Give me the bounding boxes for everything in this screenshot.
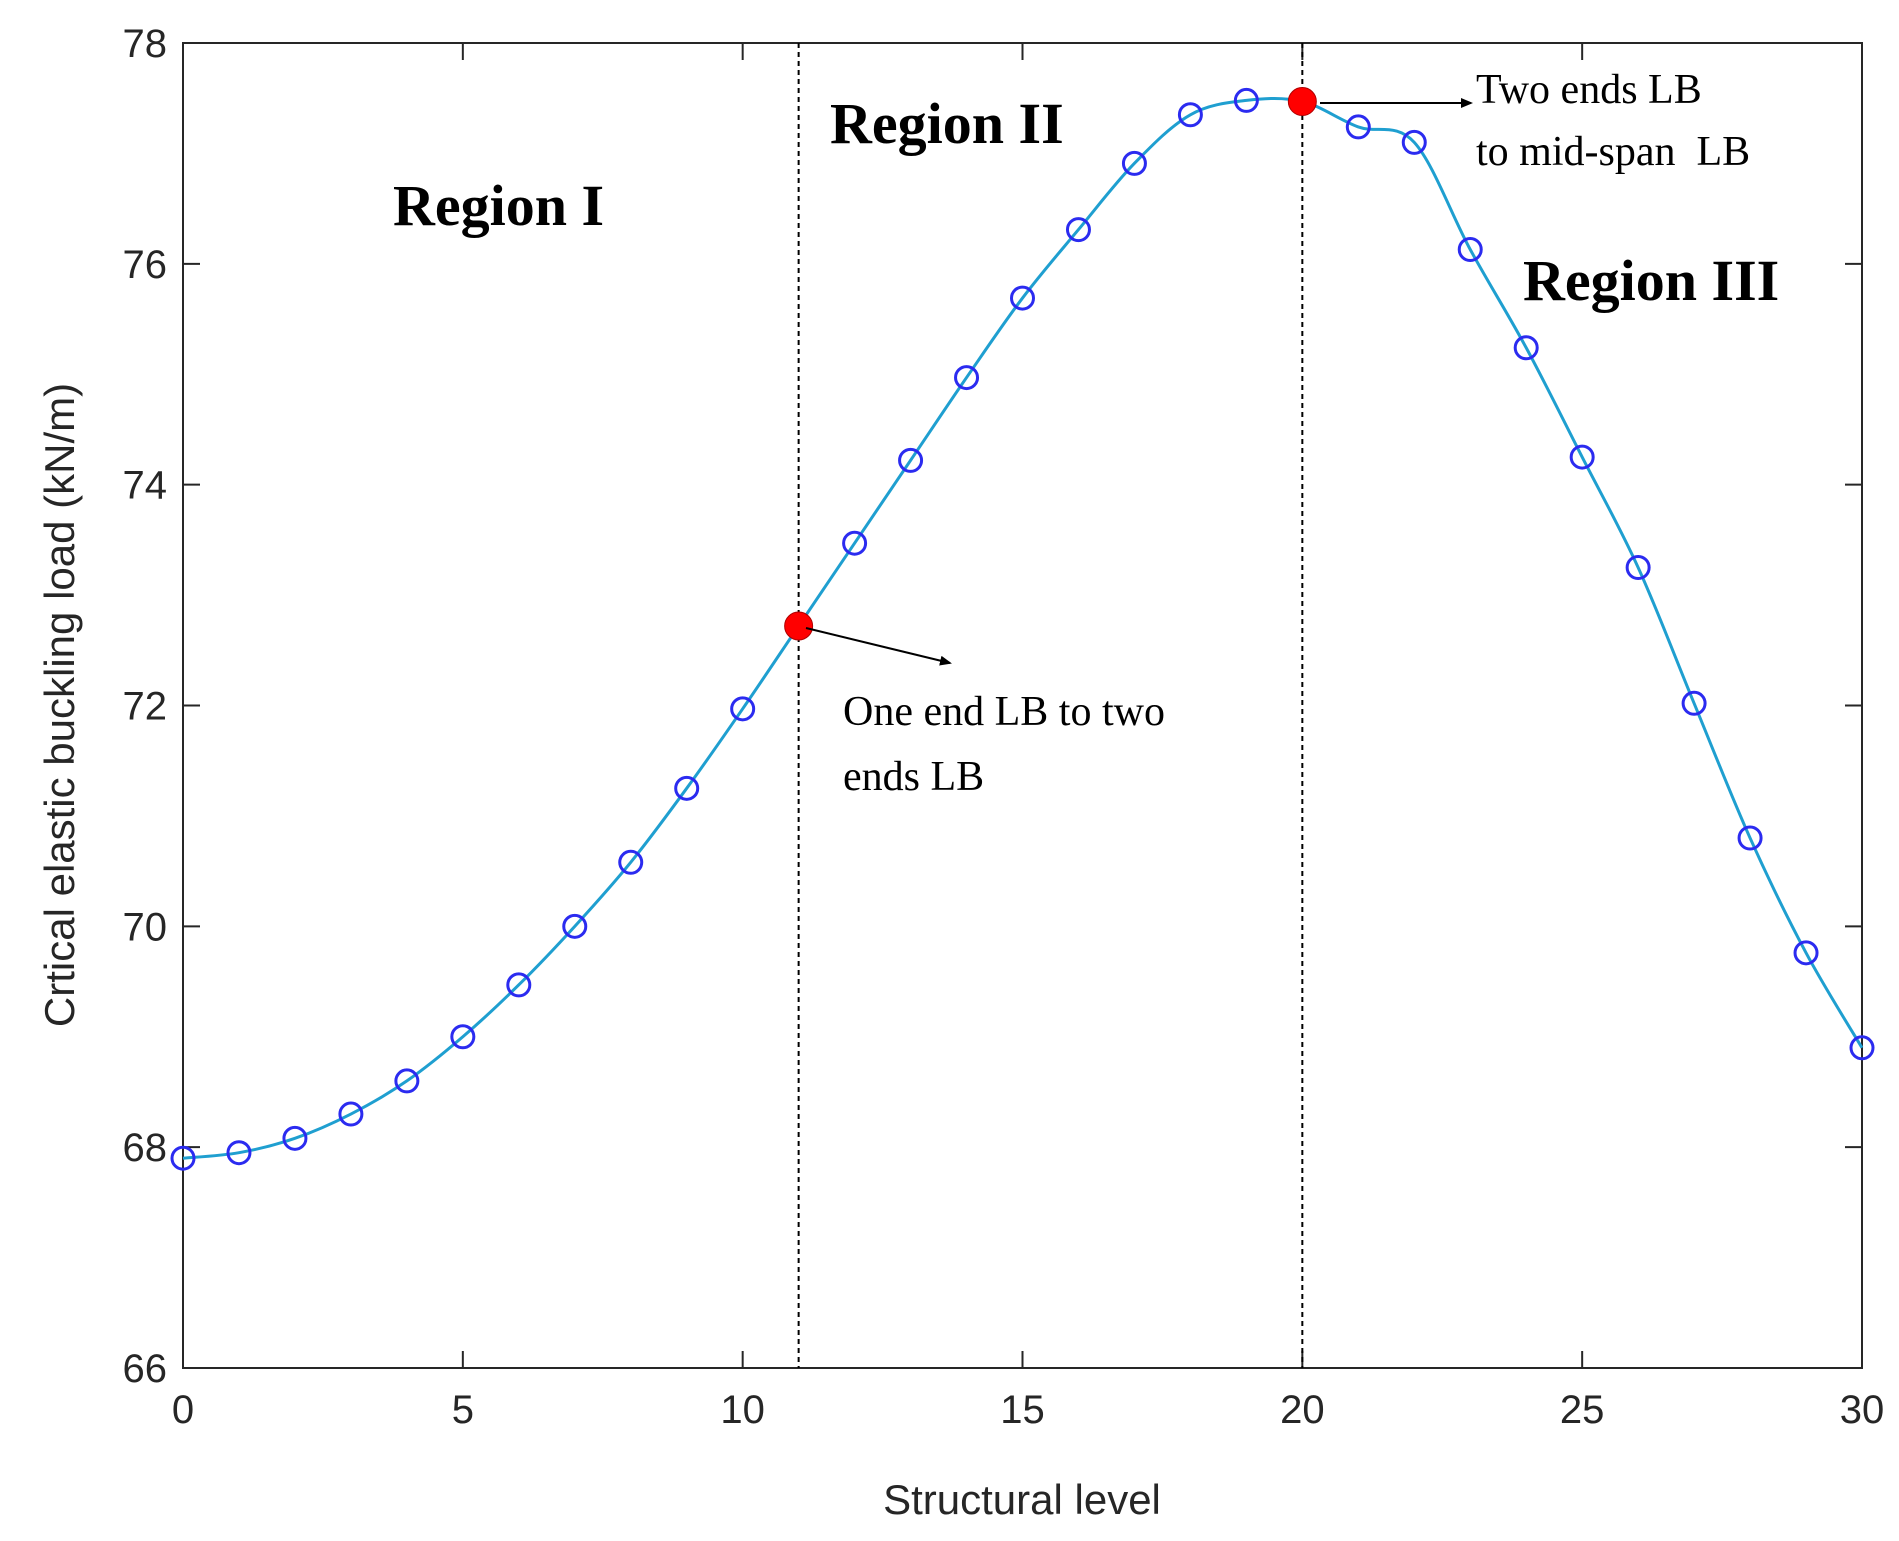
y-tick-label: 78 [123, 22, 168, 66]
x-tick-label: 20 [1280, 1388, 1325, 1432]
highlight-group [784, 87, 1317, 641]
data-point-marker [898, 447, 924, 473]
data-point-marker [954, 365, 980, 391]
y-tick-label: 76 [123, 243, 168, 287]
data-point-marker [450, 1024, 476, 1050]
annotation-2-line-1: Two ends LB [1476, 67, 1702, 113]
x-tick-label: 25 [1560, 1388, 1605, 1432]
transition-point [1287, 87, 1317, 117]
data-point-marker [506, 972, 532, 998]
data-point-marker [338, 1101, 364, 1127]
data-point-marker [1513, 335, 1539, 361]
region-label-3: Region III [1523, 248, 1779, 313]
x-tick-label: 10 [720, 1388, 765, 1432]
data-point-marker [1569, 444, 1595, 470]
data-point-marker [842, 530, 868, 556]
data-point-marker [1625, 554, 1651, 580]
annotation-1-line-1: One end LB to two [843, 689, 1165, 735]
data-point-marker [730, 696, 756, 722]
x-tick-label: 15 [1000, 1388, 1045, 1432]
data-point-marker [394, 1068, 420, 1094]
region-label-1: Region I [393, 173, 604, 238]
data-point-marker [1681, 690, 1707, 716]
x-tick-label: 30 [1840, 1388, 1885, 1432]
plot-area [182, 42, 1863, 1369]
y-tick-label: 68 [123, 1126, 168, 1170]
annotation-arrow-1 [805, 627, 952, 666]
data-point-marker [170, 1145, 196, 1171]
data-point-marker [1401, 129, 1427, 155]
y-axis-label: Crtical elastic buckling load (kN/m) [36, 383, 83, 1027]
x-tick-labels: 0 5 10 15 20 25 30 [172, 1388, 1884, 1432]
data-point-marker [1010, 285, 1035, 311]
x-tick-label: 5 [452, 1388, 474, 1432]
annotation-1-line-2: ends LB [843, 754, 984, 800]
x-axis-label: Structural level [883, 1476, 1161, 1523]
data-point-marker [1121, 150, 1147, 176]
transition-point [784, 611, 814, 641]
y-tick-label: 66 [123, 1347, 168, 1391]
data-point-marker [1793, 940, 1819, 966]
data-point-marker [1177, 102, 1203, 128]
data-point-marker [562, 913, 588, 939]
data-point-marker [618, 849, 644, 875]
data-point-marker [226, 1140, 252, 1166]
series-group [182, 96, 1864, 1160]
data-point-marker [1849, 1035, 1875, 1061]
series-line [182, 96, 1864, 1160]
y-tick-label: 74 [123, 464, 168, 508]
data-point-marker [1457, 236, 1483, 262]
data-point-marker [1233, 87, 1259, 113]
data-point-marker [1737, 825, 1763, 851]
region-label-2: Region II [830, 91, 1064, 156]
y-tick-labels: 66 68 70 72 74 76 78 [123, 22, 168, 1391]
y-tick-label: 72 [123, 685, 168, 729]
region-dividers [797, 43, 1304, 1368]
y-tick-label: 70 [123, 905, 168, 949]
data-point-marker [1345, 114, 1371, 140]
annotation-2-line-2: to mid-span LB [1476, 129, 1750, 175]
x-tick-label: 0 [172, 1388, 194, 1432]
marker-group [170, 87, 1875, 1171]
data-point-marker [282, 1125, 308, 1151]
data-point-marker [674, 775, 700, 801]
data-point-marker [1065, 217, 1091, 243]
